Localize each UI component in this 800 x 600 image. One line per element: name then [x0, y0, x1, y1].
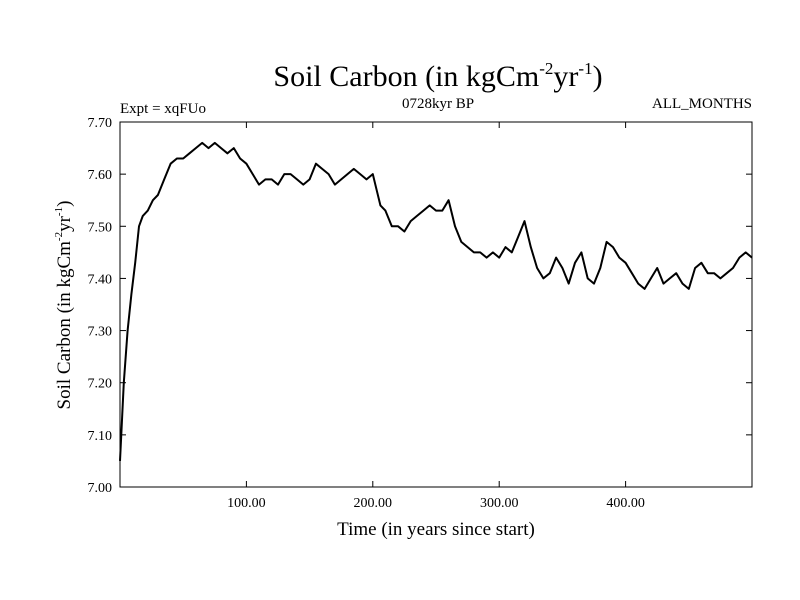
plot-frame	[119, 121, 753, 488]
x-tick-label: 200.00	[354, 496, 393, 511]
period-label: 0728kyr BP	[402, 96, 474, 112]
chart-title: Soil Carbon (in kgCm-2yr-1)	[273, 59, 602, 93]
y-tick-label: 7.30	[88, 325, 113, 340]
months-label: ALL_MONTHS	[652, 96, 752, 112]
y-axis: 7.00 7.10 7.20 7.30 7.40 7.50 7.60 7.70	[88, 116, 752, 496]
x-axis: 100.00 200.00 300.00 400.00	[227, 122, 645, 511]
y-tick-label: 7.40	[88, 272, 113, 287]
x-tick-label: 400.00	[606, 496, 645, 511]
y-tick-label: 7.10	[88, 429, 113, 444]
series-line-soil-carbon	[119, 141, 753, 461]
y-tick-label: 7.20	[88, 377, 113, 392]
experiment-label: Expt = xqFUo	[120, 101, 206, 117]
x-tick-label: 100.00	[227, 496, 266, 511]
y-tick-label: 7.50	[88, 220, 113, 235]
y-tick-label: 7.70	[88, 116, 113, 131]
x-tick-label: 300.00	[480, 496, 519, 511]
x-axis-title: Time (in years since start)	[337, 519, 535, 540]
y-axis-title: Soil Carbon (in kgCm-2yr-1)	[53, 201, 75, 410]
y-tick-label: 7.60	[88, 168, 113, 183]
y-tick-label: 7.00	[88, 481, 113, 496]
